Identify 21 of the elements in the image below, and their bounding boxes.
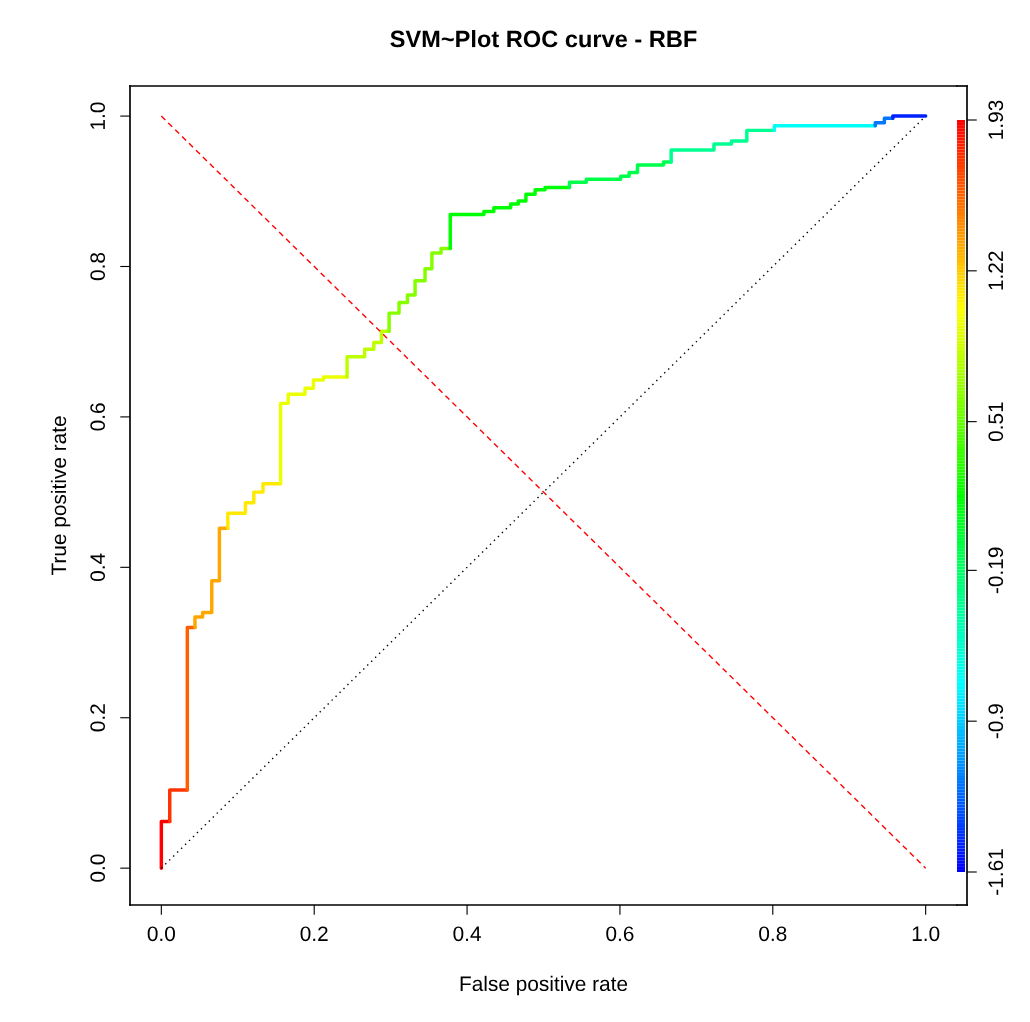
x-tick-label: 1.0	[912, 926, 940, 942]
x-tick-label: 0.4	[453, 926, 481, 942]
color-bar-label: 1.93	[988, 100, 1004, 139]
y-tick-label: 1.0	[90, 102, 106, 129]
x-tick-label: 0.8	[759, 926, 787, 942]
color-bar-label: 1.22	[988, 251, 1003, 290]
color-bar-label: 0.51	[988, 402, 1004, 442]
y-tick-label: 0.2	[90, 704, 106, 732]
y-axis-title: True positive rate	[50, 416, 71, 576]
chart-title: SVM~Plot ROC curve - RBF	[390, 30, 697, 48]
x-tick-label: 0.0	[147, 926, 175, 942]
color-bar-label: -0.19	[988, 547, 1004, 594]
x-tick-label: 0.2	[300, 926, 328, 942]
y-tick-label: 0.0	[90, 854, 106, 882]
y-tick-label: 0.8	[90, 252, 106, 281]
color-bar-label: -1.61	[988, 849, 1004, 895]
color-bar-label: -0.9	[988, 704, 1004, 739]
x-tick-label: 0.6	[606, 926, 634, 942]
x-axis-title: False positive rate	[460, 975, 628, 996]
y-tick-label: 0.6	[90, 403, 106, 431]
y-tick-label: 0.4	[90, 553, 106, 581]
